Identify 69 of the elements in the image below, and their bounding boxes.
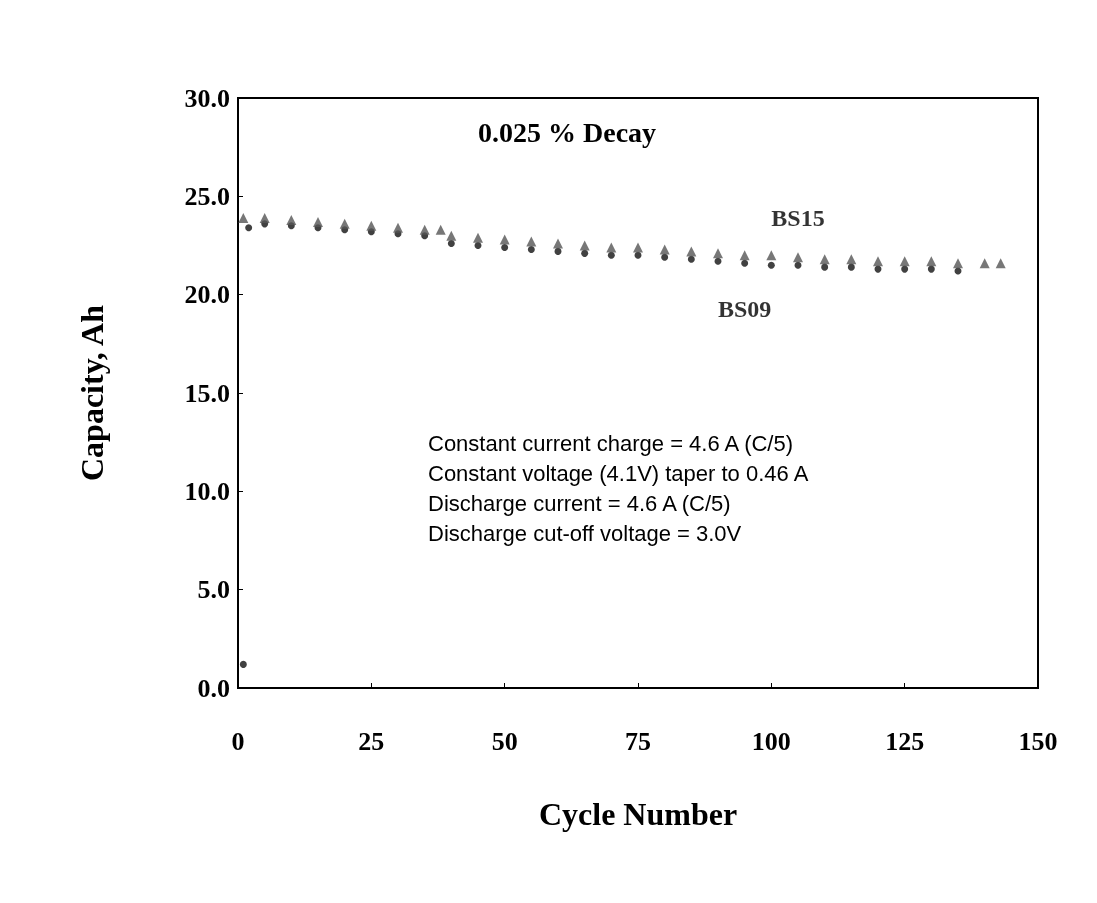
- point: [245, 224, 253, 232]
- x-tick-label: 25: [358, 726, 385, 756]
- point: [553, 238, 563, 249]
- x-tick-label: 100: [751, 726, 791, 756]
- x-tick-label: 75: [625, 726, 651, 756]
- point: [393, 222, 403, 233]
- y-axis-title: Capacity, Ah: [74, 304, 110, 482]
- point: [606, 242, 617, 253]
- point: [238, 212, 249, 223]
- point: [953, 258, 963, 269]
- y-tick-label: 30.0: [184, 83, 230, 113]
- annotation: Constant current charge = 4.6 A (C/5) Constant voltage (4.1V) taper to 0.46 A Discharge current = 4.6 A (C/5) Discharge cut-off voltage = 3.0V: [428, 430, 809, 546]
- y-tick-label: 25.0: [184, 181, 230, 211]
- point: [926, 256, 937, 267]
- point: [634, 251, 642, 259]
- point: [499, 234, 510, 245]
- x-tick-label: 125: [885, 726, 925, 756]
- point: [446, 230, 457, 241]
- point: [766, 250, 777, 261]
- point: [686, 246, 697, 257]
- point: [239, 660, 247, 668]
- point: [579, 240, 590, 251]
- point: [821, 263, 829, 271]
- point: [447, 240, 455, 248]
- point: [741, 259, 749, 267]
- series-label: BS15: [771, 205, 825, 232]
- point: [979, 258, 990, 269]
- point: [767, 261, 775, 269]
- point: [847, 263, 855, 271]
- point: [899, 256, 910, 267]
- annotation: 0.025 % Decay: [478, 116, 657, 148]
- x-tick-label: 150: [1018, 726, 1058, 756]
- point: [286, 214, 297, 225]
- y-tick-label: 15.0: [184, 378, 230, 408]
- point: [474, 242, 482, 249]
- point: [501, 243, 509, 251]
- point: [581, 249, 589, 257]
- y-tick-label: 0.0: [197, 673, 230, 703]
- point: [659, 244, 670, 255]
- point: [633, 242, 643, 253]
- point: [527, 245, 535, 253]
- point: [927, 265, 935, 273]
- point: [819, 254, 830, 265]
- x-tick-label: 0: [231, 726, 245, 756]
- x-axis-title: Cycle Number: [538, 796, 738, 832]
- point: [687, 255, 695, 263]
- point: [846, 254, 857, 265]
- point: [607, 251, 615, 259]
- point: [339, 218, 350, 229]
- point: [713, 248, 723, 259]
- point: [739, 250, 750, 261]
- point: [901, 265, 909, 273]
- point: [995, 258, 1006, 269]
- point: [419, 224, 430, 235]
- point: [661, 253, 669, 261]
- point: [714, 257, 722, 265]
- point: [313, 216, 323, 227]
- x-tick-label: 50: [491, 726, 518, 756]
- point: [259, 212, 270, 223]
- y-tick-label: 10.0: [184, 476, 230, 506]
- point: [793, 252, 803, 263]
- point: [366, 220, 377, 231]
- point: [473, 232, 483, 243]
- point: [873, 256, 883, 267]
- point: [435, 224, 446, 235]
- series-label: BS09: [717, 295, 772, 322]
- y-tick-label: 5.0: [197, 575, 230, 605]
- y-tick-label: 20.0: [184, 280, 230, 310]
- point: [526, 236, 537, 247]
